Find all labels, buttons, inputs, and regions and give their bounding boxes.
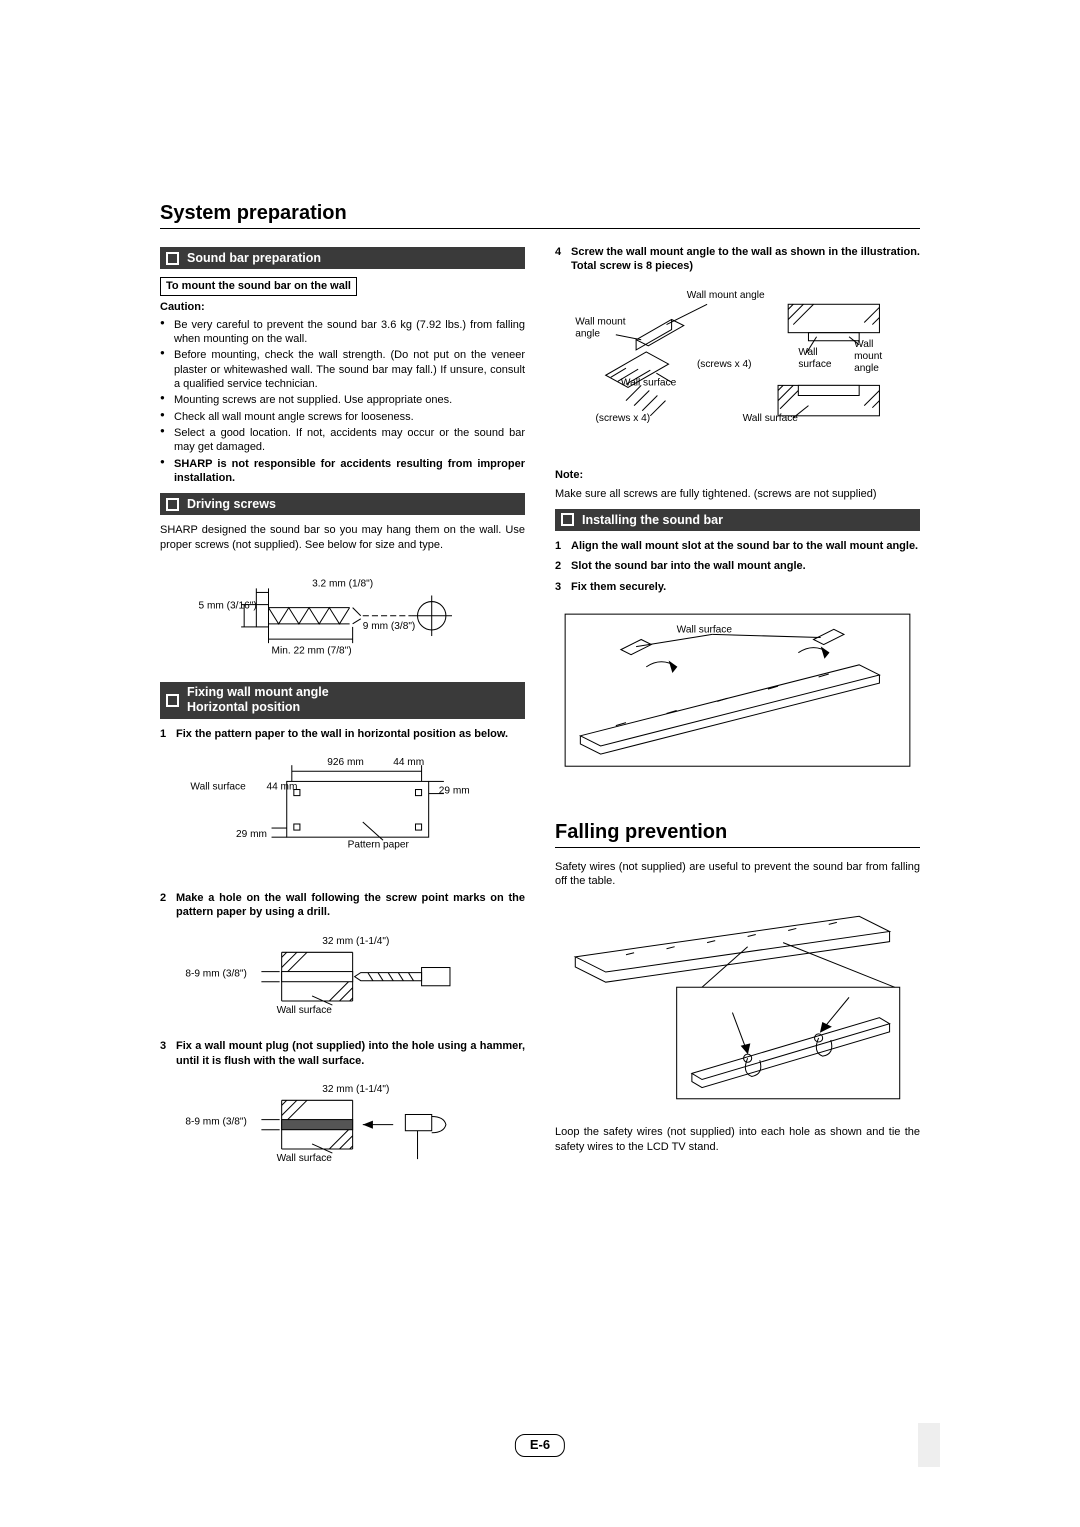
svg-text:3.2 mm (1/8"): 3.2 mm (1/8") [312, 578, 373, 589]
screw-figure: 3.2 mm (1/8") 5 mm (3/16") 9 mm (3/8") M… [160, 560, 525, 661]
falling-outro: Loop the safety wires (not supplied) int… [555, 1125, 920, 1154]
sound-bar-prep-header: Sound bar preparation [160, 247, 525, 269]
wall-mount-angle-figure: Wall mount angle Wall mount angle Wall s… [555, 284, 920, 456]
svg-text:Min. 22 mm (7/8"): Min. 22 mm (7/8") [272, 645, 352, 656]
page-title: System preparation [160, 200, 920, 229]
svg-text:Wall surface: Wall surface [677, 624, 733, 635]
svg-text:Wall surface: Wall surface [277, 1005, 333, 1016]
install-step-3: 3 Fix them securely. [555, 580, 920, 594]
svg-text:29 mm: 29 mm [439, 786, 470, 797]
two-column-layout: Sound bar preparation To mount the sound… [160, 239, 920, 1181]
caution-item: Mounting screws are not supplied. Use ap… [160, 393, 525, 407]
falling-title: Falling prevention [555, 819, 920, 848]
drill-hole-figure: 32 mm (1-1/4") 8-9 mm (3/8") Wall surfac… [160, 930, 525, 1021]
installing-header: Installing the sound bar [555, 509, 920, 531]
step-number: 3 [555, 580, 571, 594]
svg-text:926 mm: 926 mm [327, 757, 364, 768]
svg-text:Wall surface: Wall surface [190, 782, 246, 793]
install-soundbar-figure: Wall surface [555, 604, 920, 776]
section-header-text: Driving screws [187, 496, 276, 512]
square-icon [561, 513, 574, 526]
svg-text:angle: angle [854, 363, 879, 374]
svg-text:Wall mount: Wall mount [575, 316, 625, 327]
svg-text:29 mm: 29 mm [236, 829, 267, 840]
step-2: 2 Make a hole on the wall following the … [160, 891, 525, 920]
caution-item: Select a good location. If not, accident… [160, 426, 525, 455]
section-header-text: Installing the sound bar [582, 512, 723, 528]
caution-label: Caution: [160, 300, 525, 314]
section-header-text: Sound bar preparation [187, 250, 321, 266]
svg-text:32 mm (1-1/4"): 32 mm (1-1/4") [322, 936, 389, 947]
svg-text:8-9 mm (3/8"): 8-9 mm (3/8") [185, 968, 247, 979]
step-text: Make a hole on the wall following the sc… [176, 891, 525, 920]
step-4: 4 Screw the wall mount angle to the wall… [555, 245, 920, 274]
fixing-angle-header: Fixing wall mount angle Horizontal posit… [160, 682, 525, 719]
svg-text:Wall: Wall [798, 347, 817, 358]
caution-item: Check all wall mount angle screws for lo… [160, 410, 525, 424]
left-column: Sound bar preparation To mount the sound… [160, 239, 525, 1181]
step-1: 1 Fix the pattern paper to the wall in h… [160, 727, 525, 741]
falling-prevention-figure [555, 896, 920, 1109]
svg-text:44 mm: 44 mm [393, 757, 424, 768]
square-icon [166, 498, 179, 511]
svg-text:Pattern paper: Pattern paper [348, 839, 410, 850]
wall-plug-figure: 32 mm (1-1/4") 8-9 mm (3/8") Wall surfac… [160, 1078, 525, 1169]
svg-text:surface: surface [798, 359, 832, 370]
caution-item: Be very careful to prevent the sound bar… [160, 318, 525, 347]
svg-text:9 mm (3/8"): 9 mm (3/8") [363, 621, 416, 632]
driving-screws-header: Driving screws [160, 493, 525, 515]
step-number: 3 [160, 1039, 176, 1068]
svg-text:Wall surface: Wall surface [743, 412, 799, 423]
square-icon [166, 694, 179, 707]
falling-intro: Safety wires (not supplied) are useful t… [555, 860, 920, 889]
step-3: 3 Fix a wall mount plug (not supplied) i… [160, 1039, 525, 1068]
install-step-1: 1 Align the wall mount slot at the sound… [555, 539, 920, 553]
step-text: Fix a wall mount plug (not supplied) int… [176, 1039, 525, 1068]
svg-text:5 mm (3/16"): 5 mm (3/16") [199, 601, 257, 612]
caution-item-bold: SHARP is not responsible for accidents r… [160, 457, 525, 486]
page-number: E-6 [515, 1434, 565, 1457]
install-step-2: 2 Slot the sound bar into the wall mount… [555, 559, 920, 573]
svg-text:44 mm: 44 mm [266, 782, 297, 793]
step-number: 2 [555, 559, 571, 573]
step-text: Fix them securely. [571, 580, 920, 594]
step-text: Slot the sound bar into the wall mount a… [571, 559, 920, 573]
manual-page: System preparation Sound bar preparation… [0, 0, 1080, 1527]
svg-text:angle: angle [575, 328, 600, 339]
svg-text:(screws x 4): (screws x 4) [697, 359, 752, 370]
svg-text:32 mm (1-1/4"): 32 mm (1-1/4") [322, 1084, 389, 1095]
svg-text:8-9 mm (3/8"): 8-9 mm (3/8") [185, 1116, 247, 1127]
svg-text:mount: mount [854, 351, 882, 362]
svg-text:Wall surface: Wall surface [277, 1153, 333, 1164]
step-number: 4 [555, 245, 571, 274]
step-text: Fix the pattern paper to the wall in hor… [176, 727, 525, 741]
driving-intro: SHARP designed the sound bar so you may … [160, 523, 525, 552]
svg-text:(screws x 4): (screws x 4) [596, 412, 651, 423]
pattern-paper-figure: 926 mm 44 mm Wall surface 44 mm 29 mm 29… [160, 751, 525, 873]
note-label: Note: [555, 468, 920, 482]
right-column: 4 Screw the wall mount angle to the wall… [555, 239, 920, 1181]
to-mount-box: To mount the sound bar on the wall [160, 277, 357, 295]
section-header-text: Fixing wall mount angle Horizontal posit… [187, 685, 329, 716]
step-number: 1 [555, 539, 571, 553]
note-text: Make sure all screws are fully tightened… [555, 487, 920, 501]
square-icon [166, 252, 179, 265]
edge-tab [918, 1423, 940, 1467]
step-number: 2 [160, 891, 176, 920]
caution-item: Before mounting, check the wall strength… [160, 348, 525, 391]
svg-text:Wall mount angle: Wall mount angle [687, 290, 765, 301]
caution-list: Be very careful to prevent the sound bar… [160, 318, 525, 485]
step-text: Screw the wall mount angle to the wall a… [571, 245, 920, 274]
step-text: Align the wall mount slot at the sound b… [571, 539, 920, 553]
step-number: 1 [160, 727, 176, 741]
